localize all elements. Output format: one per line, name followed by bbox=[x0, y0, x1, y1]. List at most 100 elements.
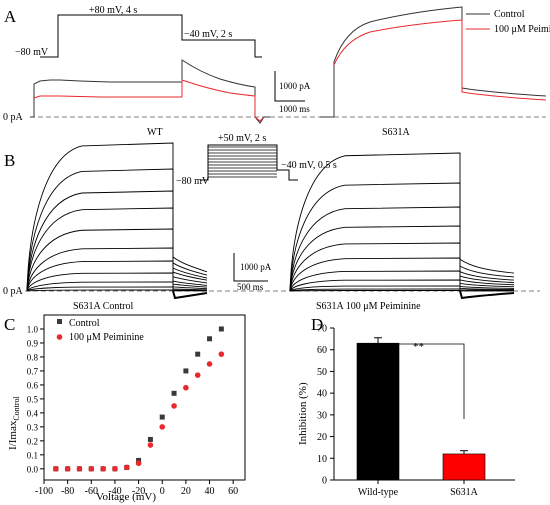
d-y-tick-label: 10 bbox=[317, 454, 327, 465]
c-y-tick-label: 0.2 bbox=[27, 436, 38, 446]
a-wt-control-trace bbox=[30, 59, 270, 124]
c-x-tick-label: 0 bbox=[160, 486, 165, 497]
c-legend-peiminine-marker bbox=[56, 334, 63, 340]
c-x-tick-label: 60 bbox=[228, 486, 238, 497]
b-left-trace bbox=[26, 272, 208, 292]
b-right-label: S631A 100 μM Peiminine bbox=[316, 301, 421, 312]
b-scale-time: 500 ms bbox=[237, 282, 264, 292]
c-plot-frame bbox=[43, 314, 246, 481]
b-left-trace bbox=[26, 168, 208, 292]
b-left-trace bbox=[26, 190, 208, 292]
a-s631a-peiminine-trace bbox=[333, 19, 547, 101]
c-y-tick-label: 0.3 bbox=[27, 422, 39, 432]
c-peiminine-point bbox=[171, 403, 177, 409]
c-y-tick-label: 1.0 bbox=[27, 324, 39, 334]
b-s631a-control-traces bbox=[26, 142, 208, 300]
d-significance-bracket bbox=[377, 343, 465, 419]
c-peiminine-point bbox=[64, 466, 71, 472]
c-peiminine-point bbox=[206, 361, 213, 367]
c-control-point bbox=[147, 436, 153, 442]
c-peiminine-point bbox=[123, 464, 130, 471]
a-wt-label: WT bbox=[147, 127, 163, 138]
a-protocol-step-label: +80 mV, 4 s bbox=[89, 5, 137, 16]
b-scale-bar bbox=[233, 253, 268, 282]
c-y-tick-label: 0.7 bbox=[27, 366, 39, 376]
c-y-tick-label: 0.0 bbox=[27, 464, 39, 474]
b-left-trace bbox=[26, 207, 208, 292]
panel-b-letter: B bbox=[4, 151, 15, 170]
c-peiminine-point bbox=[147, 442, 154, 448]
b-left-trace bbox=[26, 260, 208, 292]
c-control-point bbox=[159, 414, 165, 420]
c-x-tick-label: -20 bbox=[132, 486, 145, 497]
c-control-point bbox=[218, 326, 224, 332]
b-left-trace bbox=[26, 142, 208, 292]
a-protocol-hold-label: −80 mV bbox=[15, 47, 49, 58]
c-y-axis-label: I/ImaxControl bbox=[7, 395, 21, 450]
c-y-tick-label: 0.4 bbox=[27, 408, 39, 418]
d-y-tick-label: 60 bbox=[317, 345, 327, 356]
a-scale-time: 1000 ms bbox=[279, 104, 310, 114]
a-s631a-label: S631A bbox=[382, 127, 411, 138]
c-y-tick-label: 0.5 bbox=[27, 394, 39, 404]
b-right-trace bbox=[289, 270, 515, 292]
d-bars: Wild-type S631A bbox=[356, 337, 486, 498]
a-legend-control-label: Control bbox=[494, 9, 525, 20]
b-scale-current: 1000 pA bbox=[240, 262, 272, 272]
c-peiminine-point bbox=[88, 466, 95, 472]
d-y-axis-label: Inhibition (%) bbox=[297, 382, 309, 445]
b-left-label: S631A Control bbox=[73, 301, 134, 312]
a-protocol-tail-label: −40 mV, 2 s bbox=[184, 29, 232, 40]
b-voltage-protocol bbox=[200, 144, 298, 181]
b-left-trace bbox=[26, 286, 208, 292]
b-left-trace bbox=[26, 289, 208, 292]
c-peiminine-point bbox=[53, 466, 59, 472]
c-peiminine-point bbox=[112, 466, 118, 472]
d-category-label: Wild-type bbox=[358, 487, 399, 498]
c-peiminine-point bbox=[135, 460, 142, 467]
c-x-tick-label: -80 bbox=[61, 486, 74, 497]
a-legend-peiminine-label: 100 μM Peiminine bbox=[494, 24, 550, 35]
panel-a-letter: A bbox=[4, 7, 17, 26]
c-axes-ticks: -100 -80 -60 -40 -20 0 20 40 60 0.0 0.1 0.2 0.3 0.4 0.… bbox=[27, 324, 238, 497]
c-peiminine-point bbox=[218, 351, 225, 357]
b-left-trace bbox=[26, 228, 208, 292]
panel-a: A +80 mV, 4 s −40 mV, 2 s −80 mV 0 pA WT… bbox=[3, 5, 550, 138]
c-peiminine-point bbox=[194, 372, 201, 378]
b-right-trace bbox=[289, 225, 515, 292]
c-x-tick-label: 40 bbox=[205, 486, 215, 497]
c-y-tick-label: 0.6 bbox=[27, 380, 39, 390]
b-right-trace bbox=[289, 257, 515, 292]
c-x-axis-label: Voltage (mV) bbox=[96, 491, 156, 503]
c-legend-control-marker bbox=[57, 319, 62, 324]
c-data-points bbox=[53, 326, 225, 472]
c-y-tick-label: 0.1 bbox=[27, 450, 38, 460]
b-left-trace bbox=[26, 281, 208, 292]
c-control-point bbox=[207, 336, 213, 342]
d-bar bbox=[442, 453, 486, 481]
b-right-trace bbox=[289, 290, 515, 292]
c-peiminine-point bbox=[159, 424, 166, 430]
d-axis-ticks: 0 10 20 30 40 50 60 70 bbox=[317, 324, 334, 487]
b-right-trace bbox=[289, 279, 515, 292]
b-right-trace bbox=[289, 242, 515, 292]
c-legend-control-label: Control bbox=[69, 318, 100, 329]
d-y-tick-label: 0 bbox=[322, 476, 327, 487]
b-protocol-tail-label: −40 mV, 0.5 s bbox=[281, 160, 337, 171]
a-zero-label: 0 pA bbox=[3, 112, 24, 123]
c-control-point bbox=[171, 390, 177, 396]
b-right-trace bbox=[289, 152, 515, 292]
a-scale-current: 1000 pA bbox=[279, 81, 311, 91]
b-protocol-step-label: +50 mV, 2 s bbox=[218, 133, 266, 144]
d-y-tick-label: 20 bbox=[317, 432, 327, 443]
c-legend-peiminine-label: 100 μM Peiminine bbox=[69, 332, 144, 343]
b-s631a-peiminine-traces bbox=[289, 152, 515, 300]
c-peiminine-point bbox=[76, 466, 83, 472]
a-wt-peiminine-trace bbox=[33, 79, 265, 122]
d-y-tick-label: 30 bbox=[317, 410, 327, 421]
c-control-point bbox=[183, 368, 189, 374]
c-y-tick-label: 0.9 bbox=[27, 338, 39, 348]
b-zero-label: 0 pA bbox=[3, 286, 24, 297]
d-significance-label: ** bbox=[413, 341, 424, 353]
